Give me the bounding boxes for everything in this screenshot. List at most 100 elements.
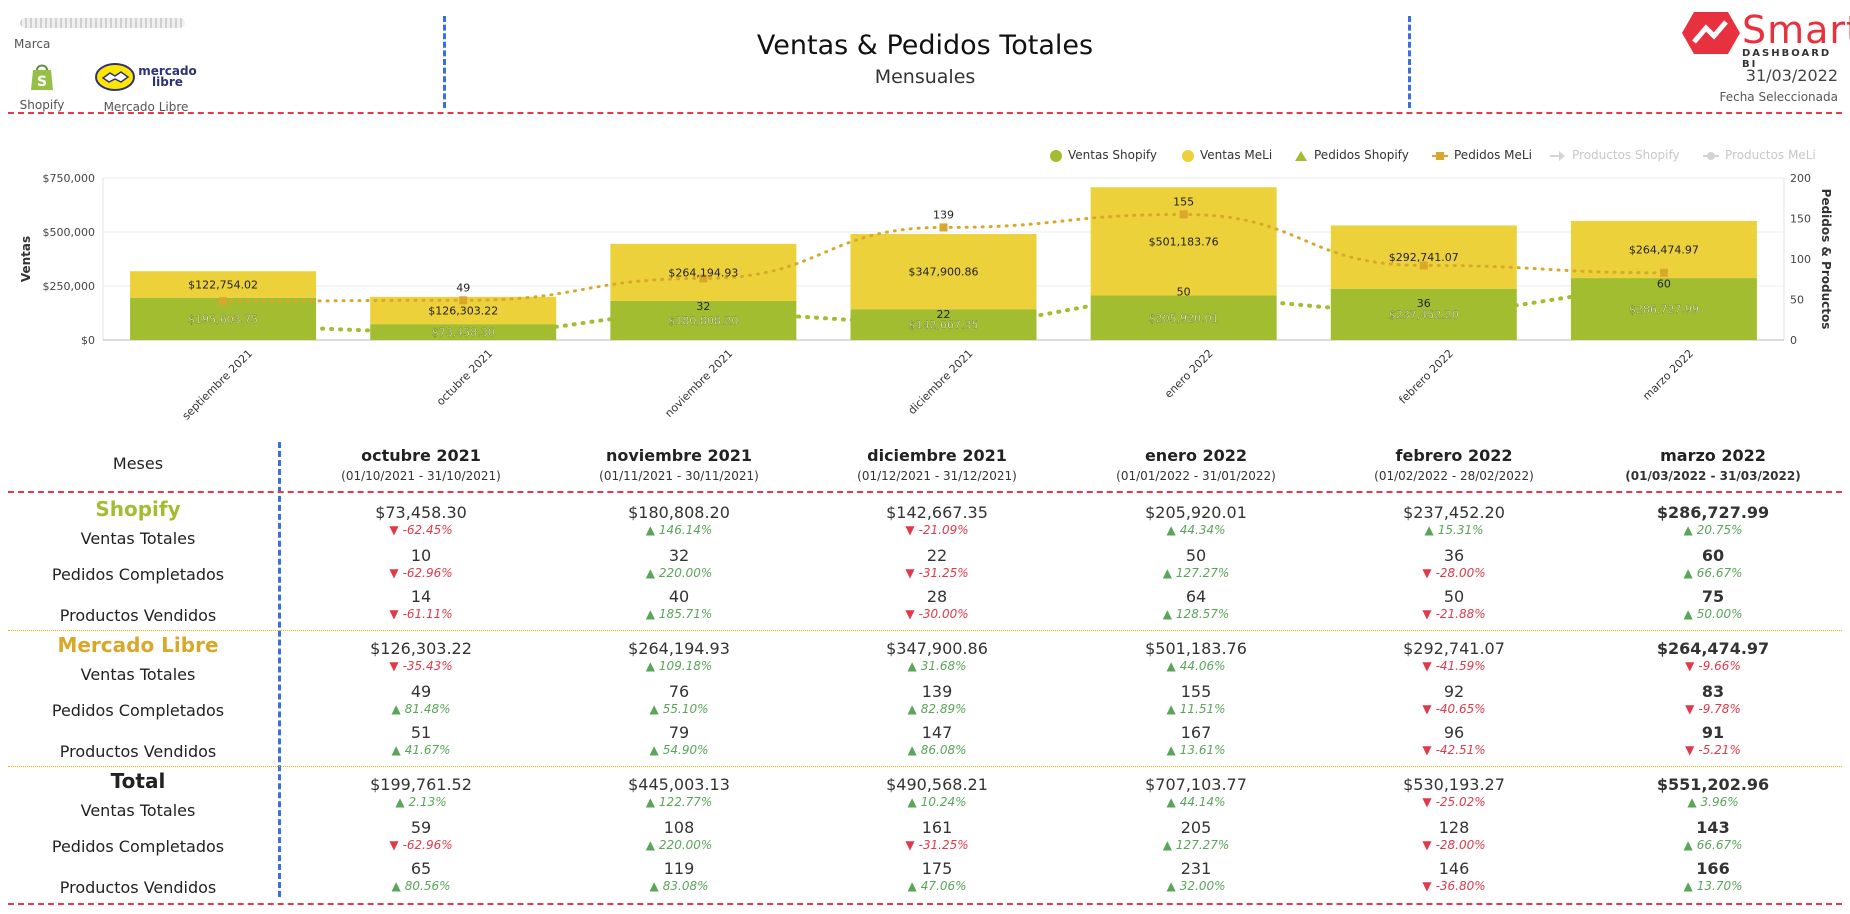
table-cell[interactable]: 28 ▼ -30.00% — [807, 587, 1067, 621]
table-cell[interactable]: 32 ▲ 220.00% — [549, 546, 809, 580]
table-cell[interactable]: 146 ▼ -36.80% — [1324, 859, 1584, 893]
table-cell[interactable]: 22 ▼ -31.25% — [807, 546, 1067, 580]
change-percent: 55.10% — [662, 702, 709, 716]
brand-shopify[interactable]: S Shopify — [14, 60, 70, 112]
table-cell[interactable]: 108 ▲ 220.00% — [549, 818, 809, 852]
table-cell[interactable]: 40 ▲ 185.71% — [549, 587, 809, 621]
trend-down-icon: ▼ — [1422, 659, 1432, 673]
table-cell[interactable]: $501,183.76 ▲ 44.06% — [1066, 639, 1326, 673]
table-cell[interactable]: 155 ▲ 11.51% — [1066, 682, 1326, 716]
table-cell[interactable]: $292,741.07 ▼ -41.59% — [1324, 639, 1584, 673]
bar-ventas-meli — [130, 271, 317, 298]
table-cell[interactable]: 143 ▲ 66.67% — [1583, 818, 1843, 852]
point-label-pedidos-meli: 49 — [456, 281, 470, 294]
table-cell[interactable]: 49 ▲ 81.48% — [291, 682, 551, 716]
table-cell[interactable]: 83 ▼ -9.78% — [1583, 682, 1843, 716]
table-cell[interactable]: $347,900.86 ▲ 31.68% — [807, 639, 1067, 673]
column-header[interactable]: marzo 2022 (01/03/2022 - 31/03/2022) — [1583, 446, 1843, 483]
legend-productos-meli[interactable]: Productos MeLi — [1703, 148, 1816, 162]
table-cell[interactable]: $73,458.30 ▼ -62.45% — [291, 503, 551, 537]
legend-pedidos-shopify[interactable]: Pedidos Shopify — [1294, 148, 1409, 162]
legend-ventas-meli[interactable]: Ventas MeLi — [1182, 148, 1272, 162]
cell-change: ▲ 83.08% — [549, 879, 809, 893]
cell-change: ▼ -9.78% — [1583, 702, 1843, 716]
brand-mercadolibre[interactable]: mercado libre Mercado Libre — [92, 60, 200, 114]
change-percent: 44.06% — [1179, 659, 1226, 673]
table-cell[interactable]: 50 ▼ -21.88% — [1324, 587, 1584, 621]
cell-value: 146 — [1438, 859, 1470, 878]
table-cell[interactable]: 76 ▲ 55.10% — [549, 682, 809, 716]
cell-value: 139 — [921, 682, 953, 701]
column-header[interactable]: octubre 2021 (01/10/2021 - 31/10/2021) — [291, 446, 551, 483]
bar-label-ventas-shopify: $205,920.01 — [1149, 312, 1219, 325]
column-header[interactable]: noviembre 2021 (01/11/2021 - 30/11/2021) — [549, 446, 809, 483]
legend-ventas-shopify[interactable]: Ventas Shopify — [1050, 148, 1157, 162]
table-cell[interactable]: $530,193.27 ▼ -25.02% — [1324, 775, 1584, 809]
trend-up-icon: ▲ — [391, 879, 401, 893]
table-cell[interactable]: 175 ▲ 47.06% — [807, 859, 1067, 893]
table-cell[interactable]: 59 ▼ -62.96% — [291, 818, 551, 852]
table-cell[interactable]: 92 ▼ -40.65% — [1324, 682, 1584, 716]
selected-date[interactable]: 31/03/2022 — [1745, 66, 1838, 85]
cell-value: 175 — [921, 859, 953, 878]
table-cell[interactable]: $445,003.13 ▲ 122.77% — [549, 775, 809, 809]
cell-change: ▲ 41.67% — [291, 743, 551, 757]
cell-value: 92 — [1443, 682, 1465, 701]
table-cell[interactable]: 147 ▲ 86.08% — [807, 723, 1067, 757]
table-cell[interactable]: $286,727.99 ▲ 20.75% — [1583, 503, 1843, 537]
table-cell[interactable]: 79 ▲ 54.90% — [549, 723, 809, 757]
point-label-pedidos-shopify: 50 — [1177, 286, 1191, 299]
column-header[interactable]: diciembre 2021 (01/12/2021 - 31/12/2021) — [807, 446, 1067, 483]
table-cell[interactable]: 64 ▲ 128.57% — [1066, 587, 1326, 621]
change-percent: 31.68% — [920, 659, 967, 673]
table-cell[interactable]: 119 ▲ 83.08% — [549, 859, 809, 893]
cell-change: ▼ -30.00% — [807, 607, 1067, 621]
table-cell[interactable]: 166 ▲ 13.70% — [1583, 859, 1843, 893]
trend-up-icon: ▲ — [391, 743, 401, 757]
change-percent: 220.00% — [658, 838, 713, 852]
trend-up-icon: ▲ — [1424, 523, 1434, 537]
table-cell[interactable]: 10 ▼ -62.96% — [291, 546, 551, 580]
table-cell[interactable]: $180,808.20 ▲ 146.14% — [549, 503, 809, 537]
table-cell[interactable]: $490,568.21 ▲ 10.24% — [807, 775, 1067, 809]
table-cell[interactable]: $264,194.93 ▲ 109.18% — [549, 639, 809, 673]
trend-up-icon: ▲ — [391, 702, 401, 716]
table-cell[interactable]: 96 ▼ -42.51% — [1324, 723, 1584, 757]
table-cell[interactable]: $551,202.96 ▲ 3.96% — [1583, 775, 1843, 809]
table-cell[interactable]: 60 ▲ 66.67% — [1583, 546, 1843, 580]
table-cell[interactable]: 91 ▼ -5.21% — [1583, 723, 1843, 757]
table-cell[interactable]: 161 ▼ -31.25% — [807, 818, 1067, 852]
table-cell[interactable]: $205,920.01 ▲ 44.34% — [1066, 503, 1326, 537]
table-cell[interactable]: 205 ▲ 127.27% — [1066, 818, 1326, 852]
column-header[interactable]: enero 2022 (01/01/2022 - 31/01/2022) — [1066, 446, 1326, 483]
change-percent: -9.78% — [1698, 702, 1741, 716]
table-cell[interactable]: $237,452.20 ▲ 15.31% — [1324, 503, 1584, 537]
table-cell[interactable]: 167 ▲ 13.61% — [1066, 723, 1326, 757]
table-cell[interactable]: 231 ▲ 32.00% — [1066, 859, 1326, 893]
table-cell[interactable]: $264,474.97 ▼ -9.66% — [1583, 639, 1843, 673]
table-cell[interactable]: $707,103.77 ▲ 44.14% — [1066, 775, 1326, 809]
table-cell[interactable]: 51 ▲ 41.67% — [291, 723, 551, 757]
cell-value: 36 — [1443, 546, 1465, 565]
table-cell[interactable]: $126,303.22 ▼ -35.43% — [291, 639, 551, 673]
smart-logo-subtext: DASHBOARD BI — [1742, 48, 1832, 70]
point-pedidos-meli — [459, 296, 468, 305]
cell-value: $490,568.21 — [886, 775, 988, 794]
cell-change: ▲ 44.34% — [1066, 523, 1326, 537]
row-label: Productos Vendidos — [59, 742, 217, 761]
table-cell[interactable]: 128 ▼ -28.00% — [1324, 818, 1584, 852]
table-cell[interactable]: $199,761.52 ▲ 2.13% — [291, 775, 551, 809]
legend-productos-shopify[interactable]: Productos Shopify — [1550, 148, 1680, 162]
trend-up-icon: ▲ — [1683, 566, 1693, 580]
table-cell[interactable]: $142,667.35 ▼ -21.09% — [807, 503, 1067, 537]
table-cell[interactable]: 36 ▼ -28.00% — [1324, 546, 1584, 580]
table-cell[interactable]: 14 ▼ -61.11% — [291, 587, 551, 621]
cell-value: 119 — [663, 859, 695, 878]
cell-change: ▼ -62.45% — [291, 523, 551, 537]
table-cell[interactable]: 50 ▲ 127.27% — [1066, 546, 1326, 580]
table-cell[interactable]: 139 ▲ 82.89% — [807, 682, 1067, 716]
legend-pedidos-meli[interactable]: Pedidos MeLi — [1432, 148, 1532, 162]
table-cell[interactable]: 75 ▲ 50.00% — [1583, 587, 1843, 621]
column-header[interactable]: febrero 2022 (01/02/2022 - 28/02/2022) — [1324, 446, 1584, 483]
table-cell[interactable]: 65 ▲ 80.56% — [291, 859, 551, 893]
